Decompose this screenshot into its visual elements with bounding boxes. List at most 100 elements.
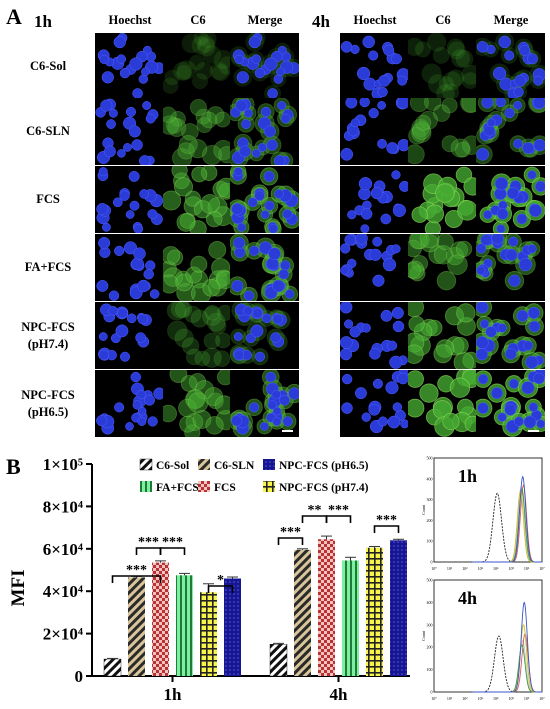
micrograph-hoechst (340, 370, 409, 437)
legend-label: NPC-FCS (pH6.5) (279, 460, 369, 472)
significance-bracket (207, 585, 234, 593)
histogram-x-tick-label: 10⁷ (539, 696, 545, 701)
micrograph-hoechst (340, 302, 409, 369)
significance-label: *** (280, 525, 301, 540)
row-label: NPC-FCS (pH7.4) (6, 319, 90, 353)
time-label-4h: 4h (312, 12, 330, 31)
histogram-x-tick-label: 10² (462, 566, 468, 571)
histogram-y-tick-label: 200 (427, 645, 433, 650)
col-header-hoechst-1h: Hoechst (108, 13, 152, 27)
bar (128, 577, 145, 676)
y-tick-label: 4×10⁴ (43, 582, 83, 601)
legend-label: FCS (214, 482, 236, 494)
legend-swatch (263, 481, 275, 492)
histogram-1h: 10⁰ 10¹ 10² 10³ 10⁴ 10⁵ 10⁶ 10⁷ 0 100 200 300 400 500… (421, 456, 545, 572)
y-tick-label: 1×10⁵ (43, 455, 83, 474)
micrograph-hoechst (95, 33, 164, 100)
histogram-x-tick-label: 10⁰ (431, 696, 437, 701)
scale-bar (282, 430, 293, 432)
col-header-c6-4h: C6 (435, 13, 451, 27)
bar (176, 575, 193, 676)
micrograph-c6 (163, 302, 232, 369)
histogram-x-tick-label: 10⁴ (493, 566, 499, 571)
micrograph-hoechst (95, 370, 164, 437)
micrograph-merge (476, 33, 545, 100)
x-tick-label: 4h (330, 685, 349, 704)
significance-label: * (217, 573, 224, 588)
micrograph-hoechst (340, 33, 409, 100)
legend-label: C6-SLN (214, 460, 255, 472)
significance-label: ** (308, 503, 322, 518)
histogram-x-tick-label: 10⁵ (508, 696, 514, 701)
histogram-x-tick-label: 10⁵ (508, 566, 514, 571)
row-label-line: NPC-FCS (21, 387, 75, 402)
micrograph-merge (230, 98, 299, 165)
histogram-x-tick-label: 10¹ (447, 696, 453, 701)
histogram-y-tick-label: 400 (427, 600, 433, 605)
histogram-x-tick-label: 10⁴ (493, 696, 499, 701)
legend-label: C6-Sol (156, 460, 189, 472)
significance-bracket (277, 537, 304, 545)
micrograph-hoechst (95, 234, 164, 301)
bar (200, 592, 217, 676)
histogram-x-tick-label: 10³ (478, 696, 484, 701)
histogram-y-tick-label: 0 (431, 690, 433, 695)
legend-swatch (139, 458, 153, 471)
bar (103, 658, 122, 677)
legend-label: FA+FCS (156, 482, 199, 494)
row-label-line: NPC-FCS (21, 319, 75, 334)
micrograph-c6 (163, 98, 232, 165)
histogram-title: 1h (458, 466, 477, 486)
histogram-y-tick-label: 300 (427, 497, 433, 502)
legend-swatch (263, 459, 275, 470)
histogram-curve (472, 601, 542, 693)
histogram-y-tick-label: 0 (431, 560, 433, 565)
significance-bracket (111, 575, 162, 583)
histogram-y-tick-label: 500 (427, 578, 433, 583)
histogram-y-label: Count (421, 504, 426, 515)
histogram-x-tick-label: 10⁶ (524, 696, 530, 701)
histogram-y-tick-label: 200 (427, 518, 433, 523)
panel-b-letter: B (6, 454, 21, 479)
micrograph-merge (230, 166, 299, 233)
micrograph-merge (476, 302, 545, 369)
x-tick-label: 1h (164, 685, 183, 704)
bar (318, 539, 335, 676)
micrograph-merge (476, 370, 545, 437)
significance-label: *** (162, 535, 183, 550)
histogram-x-tick-label: 10¹ (447, 566, 453, 571)
row-label: FCS (6, 191, 90, 208)
row-label-line: FA+FCS (24, 260, 72, 274)
bar (294, 549, 311, 676)
y-tick-label: 2×10⁴ (43, 625, 83, 644)
bar-chart-bars (103, 535, 407, 677)
significance-bracket (159, 547, 186, 555)
legend-label: NPC-FCS (pH7.4) (279, 482, 369, 494)
significance-brackets: ****** ********* ****** (111, 503, 400, 593)
legend-swatch (198, 481, 210, 492)
micrograph-c6 (408, 98, 477, 165)
bar (366, 547, 383, 676)
histogram-y-label: Count (421, 630, 426, 641)
histogram-y-tick-label: 500 (427, 456, 433, 461)
micrograph-c6 (408, 166, 477, 233)
micrograph-c6 (408, 33, 477, 100)
y-tick-label: 0 (75, 667, 84, 686)
col-header-merge-1h: Merge (247, 13, 283, 27)
histogram-x-tick-label: 10² (462, 696, 468, 701)
bar (224, 578, 241, 676)
micrograph-c6 (163, 234, 232, 301)
scale-bar (528, 430, 539, 432)
micrograph-merge (230, 370, 299, 437)
bar (342, 560, 359, 676)
micrograph-merge (230, 302, 299, 369)
col-header-hoechst-4h: Hoechst (353, 13, 397, 27)
row-label: NPC-FCS (pH6.5) (6, 387, 90, 421)
legend-swatch (198, 459, 210, 470)
row-label: FA+FCS (6, 259, 90, 276)
y-tick-label: 8×10⁴ (43, 497, 83, 516)
significance-label: *** (328, 503, 349, 518)
micrograph-merge (230, 234, 299, 301)
col-header-merge-4h: Merge (493, 13, 529, 27)
histogram-y-tick-label: 100 (427, 667, 433, 672)
